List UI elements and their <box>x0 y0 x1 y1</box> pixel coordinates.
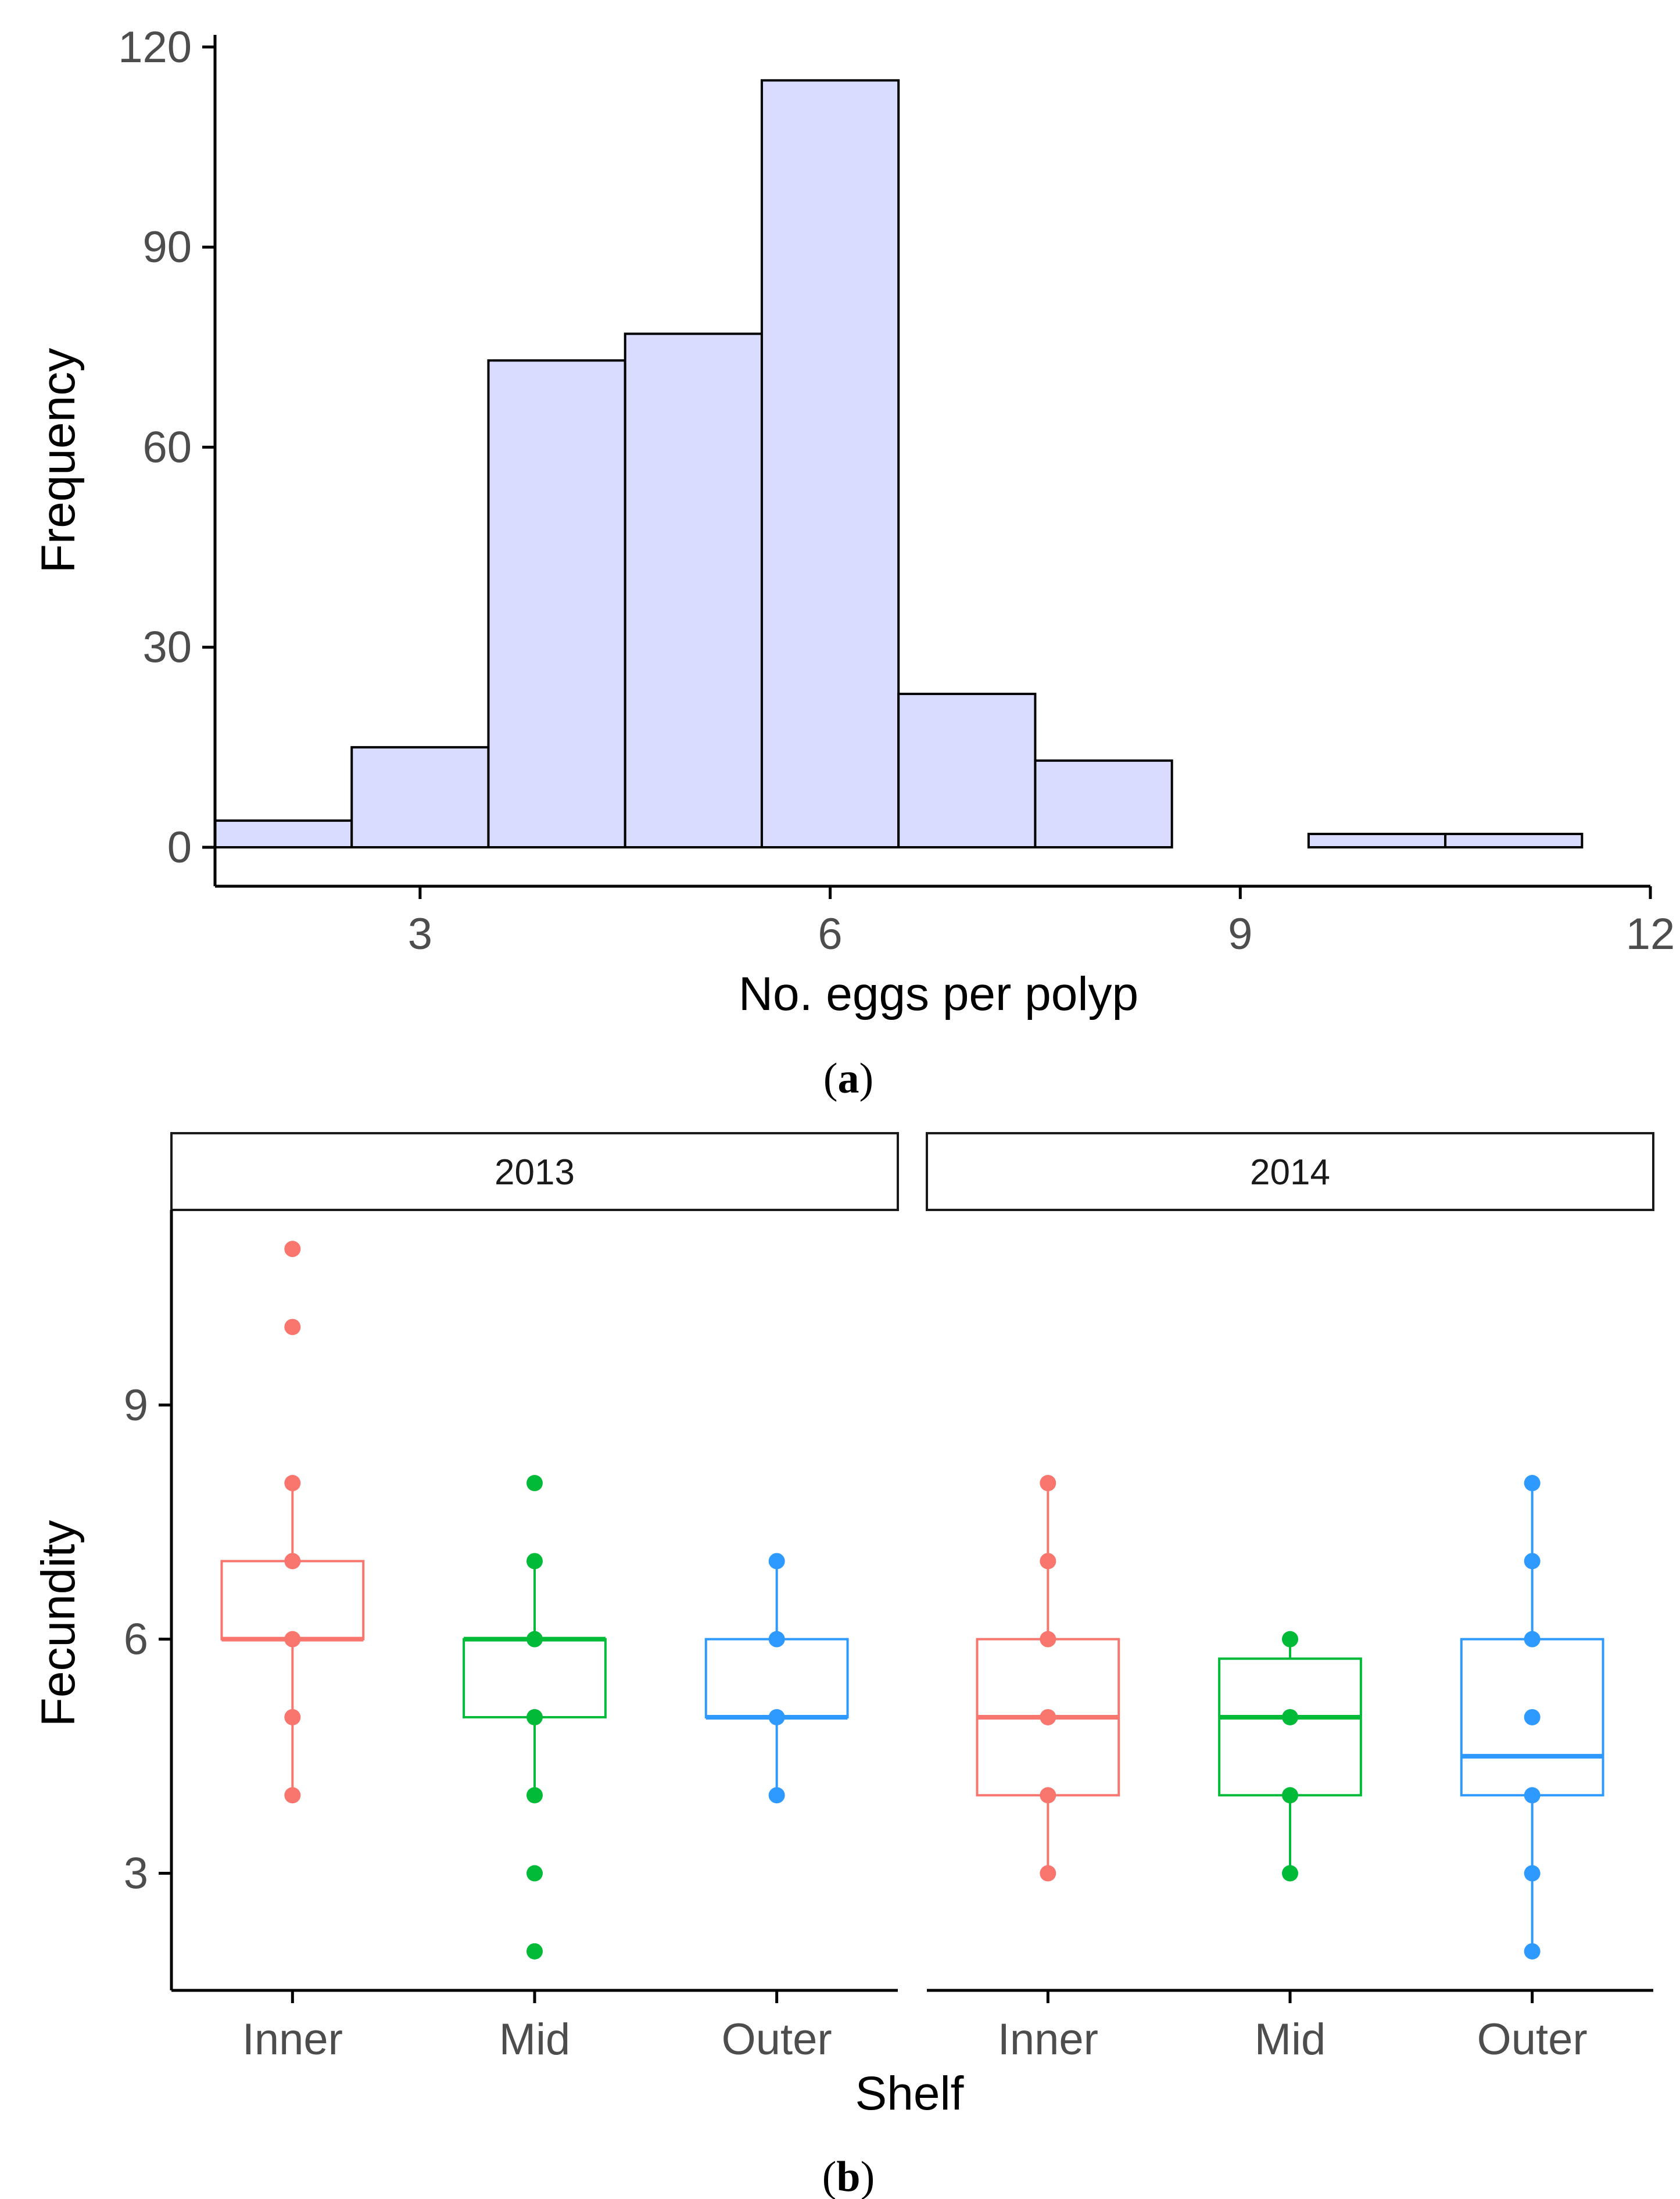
y-axis-ticks: 0 30 60 90 120 <box>118 23 215 872</box>
box-inner <box>220 1241 365 1804</box>
y-tick-label: 30 <box>142 623 192 672</box>
histogram-bar <box>214 819 353 848</box>
data-point <box>1524 1475 1541 1492</box>
y-tick-label: 90 <box>142 223 192 272</box>
box-outer <box>704 1553 849 1804</box>
facet-strip-label: 2014 <box>1250 1152 1330 1192</box>
x-tick-label: Mid <box>1255 2015 1326 2064</box>
box-iqr <box>220 1560 365 1641</box>
data-point <box>1524 1943 1541 1960</box>
x-tick-label: 3 <box>408 909 432 959</box>
x-axis-title: Shelf <box>855 2067 964 2120</box>
data-point <box>1524 1631 1541 1648</box>
facet-2014: 2014 Inner Mid Outer <box>926 1132 1654 2064</box>
data-point <box>284 1787 301 1804</box>
histogram-bar <box>624 332 763 848</box>
histogram-bar <box>897 693 1037 849</box>
histogram-bar <box>350 746 490 848</box>
histogram-bar <box>1034 759 1173 848</box>
data-point <box>284 1553 301 1570</box>
data-point <box>768 1631 785 1648</box>
x-tick-label: Mid <box>499 2015 570 2064</box>
data-point <box>1524 1709 1541 1725</box>
histogram-bar <box>487 359 626 848</box>
data-point <box>1282 1865 1298 1882</box>
data-point <box>1040 1787 1056 1804</box>
box-outer <box>1460 1475 1604 1960</box>
data-point <box>1524 1787 1541 1804</box>
histogram-bars <box>214 79 1584 849</box>
data-point <box>1282 1631 1298 1648</box>
data-point <box>526 1475 543 1492</box>
panel-caption-b: (b) <box>822 2153 875 2199</box>
x-tick-label: Outer <box>1477 2015 1588 2064</box>
data-point <box>284 1709 301 1725</box>
data-point <box>284 1319 301 1335</box>
y-tick-label: 9 <box>124 1381 148 1430</box>
x-tick-label: 6 <box>818 909 842 959</box>
histogram-bar <box>1307 833 1447 849</box>
box-iqr <box>704 1638 849 1718</box>
x-tick-label: Outer <box>722 2015 832 2064</box>
data-point <box>284 1631 301 1648</box>
data-point <box>526 1943 543 1960</box>
data-point <box>1282 1787 1298 1804</box>
data-point <box>284 1475 301 1492</box>
data-point <box>526 1865 543 1882</box>
panel-label-a: a <box>838 1055 859 1102</box>
histogram-bar <box>1444 833 1584 849</box>
histogram-panel: 0 30 60 90 120 3 6 9 12 Frequency No. eggs per … <box>32 23 1675 1102</box>
facet-strip-label: 2013 <box>495 1152 575 1192</box>
box-iqr <box>463 1638 607 1718</box>
data-point <box>1282 1709 1298 1725</box>
data-point <box>1040 1631 1056 1648</box>
panel-caption-a: (a) <box>823 1055 873 1102</box>
y-tick-label: 120 <box>118 23 192 72</box>
data-point <box>1040 1709 1056 1725</box>
facet-strip <box>170 1132 899 1211</box>
x-tick-label: 9 <box>1228 909 1252 959</box>
data-point <box>1040 1553 1056 1570</box>
data-point <box>284 1241 301 1258</box>
x-axis-ticks: 3 6 9 12 <box>408 886 1675 959</box>
panel-label-b: b <box>836 2153 860 2199</box>
x-tick-label: 12 <box>1626 909 1675 959</box>
y-axis-title: Fecundity <box>32 1520 85 1727</box>
box-mid <box>463 1475 607 1960</box>
boxplot-panel: 2013 3 6 9 Inner Mid Outer 2014 Inner Mid Outer Fe… <box>32 1132 1654 2199</box>
data-point <box>768 1709 785 1725</box>
x-axis-title: No. eggs per polyp <box>739 968 1138 1020</box>
facet-strip <box>926 1132 1654 1211</box>
box-mid <box>1218 1631 1362 1882</box>
y-tick-label: 0 <box>167 823 192 872</box>
data-point <box>526 1553 543 1570</box>
facets: 2013 3 6 9 Inner Mid Outer 2014 Inner Mid Outer <box>124 1132 1654 2064</box>
data-point <box>526 1631 543 1648</box>
data-point <box>1040 1865 1056 1882</box>
box-iqr <box>1218 1657 1362 1797</box>
data-point <box>526 1787 543 1804</box>
data-point <box>1524 1865 1541 1882</box>
histogram-bar <box>760 79 900 848</box>
x-tick-label: Inner <box>242 2015 343 2064</box>
data-point <box>768 1553 785 1570</box>
y-tick-label: 6 <box>124 1615 148 1664</box>
data-point <box>526 1709 543 1725</box>
x-tick-label: Inner <box>998 2015 1098 2064</box>
data-point <box>1524 1553 1541 1570</box>
data-point <box>1040 1475 1056 1492</box>
y-tick-label: 3 <box>124 1849 148 1899</box>
y-axis-title: Frequency <box>32 348 85 573</box>
facet-2013: 2013 3 6 9 Inner Mid Outer <box>124 1132 899 2064</box>
data-point <box>768 1787 785 1804</box>
box-inner <box>976 1475 1120 1882</box>
y-tick-label: 60 <box>142 422 192 472</box>
